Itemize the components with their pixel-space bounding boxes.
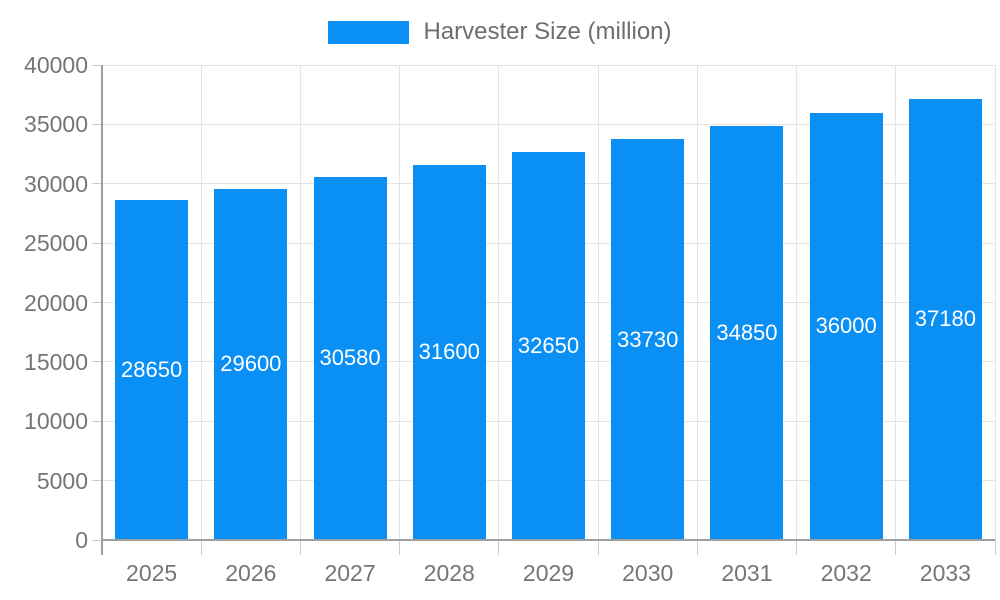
y-axis-tick [92, 242, 102, 244]
bar-value-label: 32650 [517, 333, 580, 359]
y-tick-label: 20000 [24, 289, 88, 316]
bar: 37180 [908, 98, 982, 540]
gridline-vertical [299, 65, 301, 540]
y-axis-tick [92, 64, 102, 66]
x-axis-tick [994, 540, 996, 555]
y-axis-labels: 0 5000 10000 15000 20000 25000 30000 35000 40000 [0, 54, 88, 552]
bar-value-label: 30580 [319, 345, 381, 371]
x-axis-tick [696, 540, 698, 555]
y-tick-label: 0 [75, 527, 88, 553]
x-axis-tick [200, 540, 202, 555]
x-tick-label: 2026 [225, 560, 277, 586]
legend: Harvester Size (million) [0, 18, 1000, 46]
x-axis-tick [895, 540, 897, 555]
bar: 33730 [611, 139, 685, 540]
bar: 36000 [809, 112, 883, 540]
legend-swatch [328, 20, 410, 44]
gridline-vertical [696, 65, 698, 540]
gridline-vertical [895, 65, 897, 540]
x-tick-label: 2030 [622, 560, 674, 586]
x-tick-label: 2031 [721, 560, 773, 586]
bar: 34850 [710, 126, 784, 540]
bar-value-label: 36000 [815, 313, 877, 339]
gridline-vertical [796, 65, 798, 540]
x-tick-label: 2028 [423, 560, 475, 586]
plot-area: 28650 29600 30580 31600 32650 33730 34850 36000… [92, 64, 996, 555]
gridline-vertical [498, 65, 500, 540]
bar: 30580 [313, 176, 387, 540]
x-axis-tick [299, 540, 301, 555]
y-axis-tick [92, 480, 102, 482]
bar-value-label: 33730 [617, 326, 679, 352]
x-tick-label: 2025 [126, 560, 178, 586]
x-axis-tick [597, 540, 599, 555]
x-axis-line [102, 539, 995, 541]
y-tick-label: 25000 [24, 230, 88, 257]
y-axis-tick [92, 361, 102, 363]
bar: 32650 [512, 152, 585, 540]
gridline-vertical [200, 65, 202, 540]
gridline-vertical [399, 65, 401, 540]
bar: 31600 [412, 164, 486, 540]
gridline-vertical [994, 65, 996, 540]
legend-label: Harvester Size (million) [423, 18, 672, 45]
bar: 28650 [115, 199, 189, 540]
bar-value-label: 34850 [716, 320, 778, 346]
x-tick-label: 2033 [919, 560, 971, 586]
bar-value-label: 29600 [220, 351, 282, 377]
y-axis-tick [92, 420, 102, 422]
y-tick-label: 35000 [24, 111, 88, 138]
y-tick-label: 15000 [24, 348, 88, 375]
x-tick-label: 2032 [820, 560, 872, 586]
y-axis-tick [92, 183, 102, 185]
x-axis-tick [399, 540, 401, 555]
x-tick-label: 2027 [324, 560, 376, 586]
x-axis-tick [796, 540, 798, 555]
x-axis-labels: 2025 2026 2027 2028 2029 2030 2031 2032 2033 [102, 560, 995, 590]
bar-value-label: 28650 [121, 356, 183, 382]
y-tick-label: 5000 [36, 467, 88, 494]
gridline-vertical [597, 65, 599, 540]
x-tick-label: 2029 [522, 560, 575, 586]
y-tick-label: 10000 [24, 408, 88, 435]
gridline-horizontal [102, 123, 995, 125]
y-axis-tick [92, 123, 102, 125]
bar-value-label: 37180 [914, 306, 976, 332]
gridline-horizontal [102, 64, 995, 66]
bar: 29600 [214, 188, 288, 540]
y-axis-line [101, 65, 103, 555]
y-axis-tick [92, 539, 102, 541]
y-axis-tick [92, 302, 102, 303]
y-tick-label: 40000 [24, 52, 88, 78]
bar-value-label: 31600 [418, 339, 480, 365]
y-tick-label: 30000 [24, 170, 88, 197]
x-axis-tick [498, 540, 500, 555]
